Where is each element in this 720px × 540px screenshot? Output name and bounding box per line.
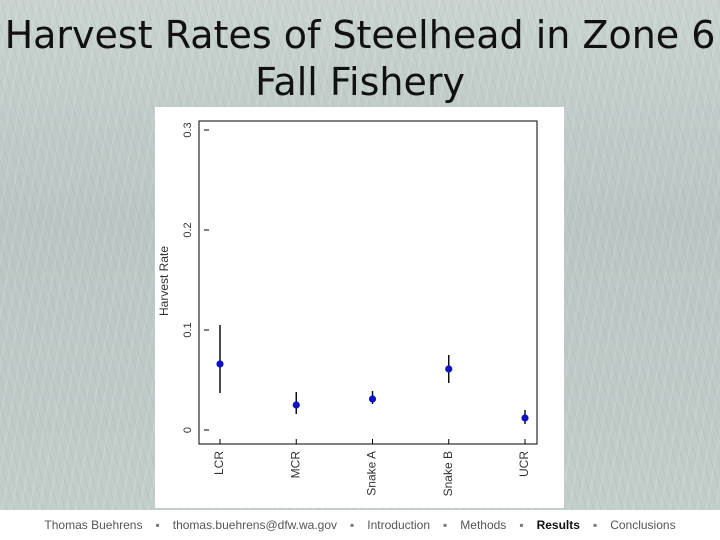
footer-item-conclusions[interactable]: Conclusions — [610, 518, 676, 532]
footer-item-thomas-buehrens: Thomas Buehrens — [44, 518, 143, 532]
y-tick-label: 0.1 — [182, 322, 194, 337]
footer-separator: ▪ — [155, 518, 160, 532]
slide-title: Harvest Rates of Steelhead in Zone 6 Fal… — [0, 12, 720, 106]
chart-panel: 0 0.1 0.2 0.3 Harvest Rate LCR MCR Snake A Snake… — [155, 107, 564, 508]
x-tick-label: UCR — [517, 451, 531, 477]
footer-item-results[interactable]: Results — [536, 518, 580, 532]
footer-item-thomas-buehrens-dfw-wa-gov: thomas.buehrens@dfw.wa.gov — [172, 518, 338, 532]
plot-frame — [198, 120, 538, 445]
data-point — [445, 365, 453, 373]
x-tick-label: Snake A — [365, 451, 379, 496]
y-tick-label: 0 — [182, 427, 194, 433]
footer-nav: Thomas Buehrens ▪ thomas.buehrens@dfw.wa.g… — [0, 510, 720, 540]
footer-separator: ▪ — [350, 518, 355, 532]
slide-title-line-2: Fall Fishery — [255, 60, 465, 104]
slide-title-line-1: Harvest Rates of Steelhead in Zone 6 — [4, 13, 716, 57]
y-tick-label: 0.3 — [182, 122, 194, 137]
data-point — [521, 414, 529, 422]
footer-item-introduction[interactable]: Introduction — [367, 518, 431, 532]
x-tick-label: Snake B — [441, 451, 455, 496]
data-point — [292, 401, 300, 409]
data-point — [368, 395, 377, 403]
footer-item-methods[interactable]: Methods — [460, 518, 507, 532]
x-tick-label: MCR — [288, 451, 302, 479]
footer-separator: ▪ — [443, 518, 448, 532]
footer-separator: ▪ — [519, 518, 524, 532]
footer-separator: ▪ — [592, 518, 598, 532]
y-axis-label: Harvest Rate — [157, 246, 171, 316]
harvest-rate-chart: 0 0.1 0.2 0.3 Harvest Rate LCR MCR Snake A Snake… — [157, 120, 538, 496]
x-tick-label: LCR — [212, 451, 226, 475]
data-point — [216, 360, 224, 368]
y-tick-label: 0.2 — [182, 222, 194, 237]
